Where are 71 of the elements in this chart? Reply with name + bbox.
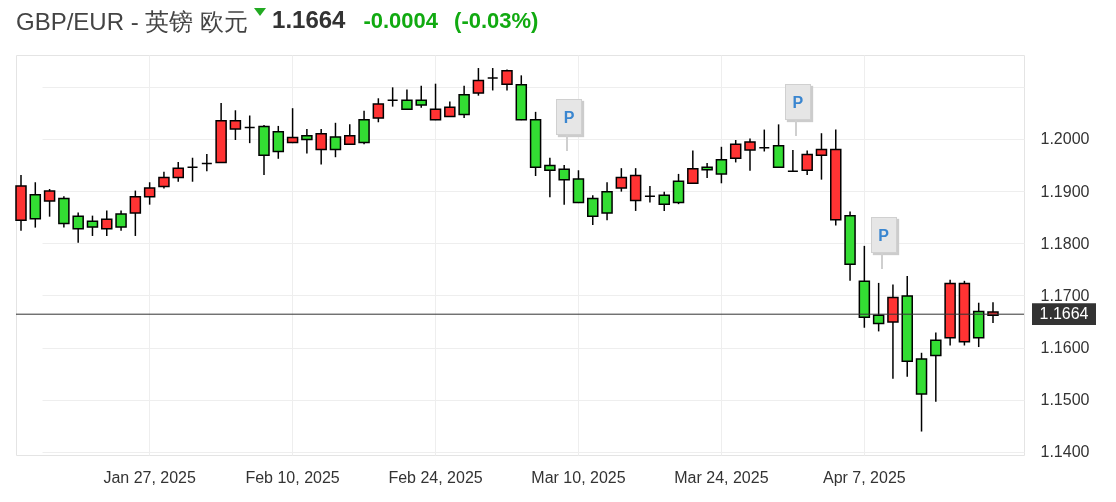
- x-tick-label: Mar 10, 2025: [531, 468, 626, 486]
- candlestick: [458, 85, 470, 119]
- x-tick-label: Apr 7, 2025: [822, 468, 906, 486]
- pin-flag: P: [556, 99, 585, 154]
- candlestick: [401, 88, 413, 111]
- candlestick: [329, 122, 342, 158]
- y-tick-label: 1.1900: [1040, 182, 1090, 200]
- y-tick-label: 1.1800: [1040, 234, 1090, 252]
- candlestick: [687, 149, 699, 185]
- candlestick: [729, 139, 742, 164]
- x-tick-label: Jan 27, 2025: [103, 468, 197, 486]
- candlestick: [229, 109, 242, 141]
- candlestick: [72, 211, 84, 244]
- candlestick: [301, 128, 313, 155]
- candlestick: [744, 137, 756, 172]
- candlestick: [315, 128, 327, 166]
- candlestick: [486, 67, 499, 92]
- candlestick: [615, 167, 628, 193]
- candlestick: [101, 209, 113, 237]
- candlestick: [787, 149, 799, 173]
- candlestick: [358, 110, 370, 145]
- candlestick: [372, 97, 385, 124]
- candlestick: [243, 114, 256, 144]
- candlestick: [429, 82, 442, 121]
- candlestick: [415, 85, 427, 109]
- candlestick: [386, 86, 399, 108]
- candlestick: [129, 189, 142, 237]
- candlestick: [186, 156, 199, 183]
- candlestick: [115, 209, 127, 232]
- candlestick: [558, 164, 570, 206]
- candlestick: [801, 149, 813, 176]
- y-tick-label: 1.1500: [1040, 391, 1090, 409]
- annotation: P: [556, 99, 583, 136]
- candlestick: [815, 132, 828, 181]
- candlestick: [29, 181, 42, 229]
- candlestick: [772, 123, 785, 169]
- chart-title: GBP/EUR - 英镑 欧元: [16, 7, 249, 37]
- candlestick: [544, 156, 556, 199]
- y-tick-label: 1.2000: [1040, 130, 1090, 148]
- x-tick-label: Feb 24, 2025: [388, 468, 483, 486]
- candlestick: [715, 146, 728, 185]
- candlestick: [272, 125, 285, 160]
- candlestick: [587, 194, 599, 226]
- candlestick: [201, 153, 213, 173]
- candlestick: [344, 123, 356, 146]
- text: -0.0004: [363, 8, 439, 34]
- candlestick: [644, 185, 656, 204]
- candlestick: [601, 181, 613, 222]
- pin-flag: P: [784, 83, 813, 138]
- x-tick-label: Mar 24, 2025: [674, 468, 769, 486]
- candlestick: [172, 161, 184, 183]
- ref-line-label: 1.1664: [1039, 305, 1089, 323]
- y-tick-label: 1.1600: [1040, 339, 1090, 357]
- candlestick: [658, 190, 670, 212]
- candlestick: [143, 181, 156, 206]
- text: 1.1664: [272, 6, 346, 34]
- text: (-0.03%): [454, 8, 539, 34]
- y-tick-label: 1.1700: [1040, 286, 1090, 304]
- pin-flag: P: [870, 216, 899, 271]
- x-tick-label: Feb 10, 2025: [245, 468, 340, 486]
- candlestick: [572, 169, 585, 204]
- annotation: P: [784, 83, 811, 120]
- candlestick: [930, 331, 942, 403]
- annotation: P: [870, 216, 897, 253]
- candlestick: [472, 67, 485, 97]
- y-tick-label: 1.1400: [1040, 443, 1090, 461]
- candlestick: [701, 162, 713, 179]
- candlestick: [43, 188, 56, 218]
- candlestick: [672, 173, 685, 205]
- candlestick: [86, 214, 99, 237]
- candlestick: [758, 128, 771, 153]
